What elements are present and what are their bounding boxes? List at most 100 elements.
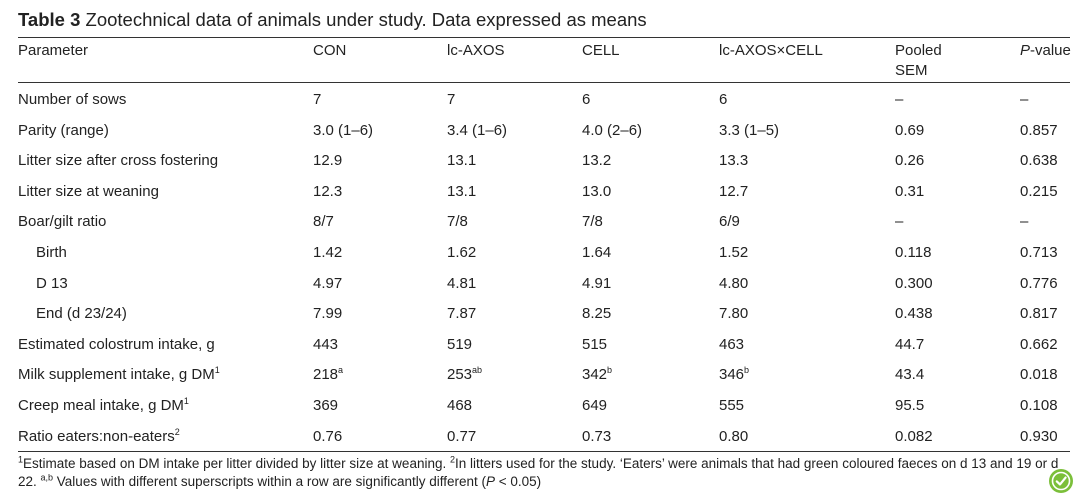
axos-cell-value: 468 bbox=[447, 397, 473, 414]
cell-cell: 7/8 bbox=[582, 212, 603, 231]
axos-cell: 3.4 (1–6) bbox=[447, 121, 507, 140]
p-value-cell-value: 0.857 bbox=[1020, 122, 1058, 139]
con-cell-value: 1.42 bbox=[313, 244, 343, 261]
axoscell-cell-value: 12.7 bbox=[719, 183, 749, 200]
con-cell-value: 0.76 bbox=[313, 428, 343, 445]
pooled-sem-cell: 0.26 bbox=[895, 151, 924, 170]
cell-cell: 8.25 bbox=[582, 304, 611, 323]
pooled-sem-cell: 0.69 bbox=[895, 121, 924, 140]
p-value-cell-value: 0.713 bbox=[1020, 244, 1058, 261]
header-parameter: Parameter bbox=[18, 42, 89, 59]
axos-cell-value: 3.4 (1–6) bbox=[447, 122, 508, 139]
axos-cell: 13.1 bbox=[447, 151, 476, 170]
pooled-sem-cell: – bbox=[895, 90, 903, 109]
axos-cell: 253ab bbox=[447, 365, 482, 384]
axoscell-cell-value: 0.80 bbox=[719, 428, 749, 445]
pooled-sem-cell-value: 0.082 bbox=[895, 428, 933, 445]
axoscell-cell-value: 6/9 bbox=[719, 213, 740, 230]
pooled-sem-cell-value: 0.26 bbox=[895, 152, 925, 169]
p-value-cell-value: 0.215 bbox=[1020, 183, 1058, 200]
cell-cell-value: 515 bbox=[582, 336, 608, 353]
top-rule bbox=[18, 37, 1070, 38]
header-sem-line2: SEM bbox=[895, 62, 928, 79]
parameter-cell-value: Estimated colostrum intake, g bbox=[18, 336, 215, 353]
parameter-cell: Boar/gilt ratio bbox=[18, 212, 106, 231]
cell-cell-value: 13.0 bbox=[582, 183, 612, 200]
pooled-sem-cell-value: 0.31 bbox=[895, 183, 925, 200]
p-value-cell-value: 0.817 bbox=[1020, 305, 1058, 322]
footnote-part-3: Values with different superscripts withi… bbox=[53, 474, 486, 489]
cell-cell: 13.0 bbox=[582, 182, 611, 201]
cell-cell-value: 0.73 bbox=[582, 428, 612, 445]
pooled-sem-cell: 0.31 bbox=[895, 182, 924, 201]
parameter-cell-superscript: 2 bbox=[174, 427, 180, 437]
parameter-cell: Estimated colostrum intake, g bbox=[18, 335, 215, 354]
p-value-cell-value: – bbox=[1020, 91, 1029, 108]
axoscell-cell-value: 13.3 bbox=[719, 152, 749, 169]
con-cell: 1.42 bbox=[313, 243, 342, 262]
parameter-cell: Milk supplement intake, g DM1 bbox=[18, 365, 220, 384]
footnote-sup-2: 2 bbox=[449, 454, 455, 465]
parameter-cell: End (d 23/24) bbox=[36, 304, 127, 323]
axoscell-cell-value: 7.80 bbox=[719, 305, 749, 322]
axos-cell-value: 7/8 bbox=[447, 213, 468, 230]
cell-cell-value: 1.64 bbox=[582, 244, 612, 261]
p-value-cell: 0.930 bbox=[1020, 427, 1058, 446]
header-p-letter: P bbox=[1020, 42, 1031, 59]
header-sem-line1: Pooled bbox=[895, 42, 942, 59]
axos-cell: 519 bbox=[447, 335, 472, 354]
axoscell-cell: 346b bbox=[719, 365, 749, 384]
axoscell-cell-value: 1.52 bbox=[719, 244, 749, 261]
axoscell-cell-value: 6 bbox=[719, 91, 728, 108]
p-value-cell-value: 0.108 bbox=[1020, 397, 1058, 414]
pooled-sem-cell: – bbox=[895, 212, 903, 231]
pooled-sem-cell: 44.7 bbox=[895, 335, 924, 354]
con-cell-value: 218 bbox=[313, 366, 339, 383]
p-value-cell: 0.817 bbox=[1020, 304, 1058, 323]
parameter-cell: Parity (range) bbox=[18, 121, 109, 140]
cell-cell-value: 13.2 bbox=[582, 152, 612, 169]
con-cell: 218a bbox=[313, 365, 343, 384]
con-cell: 0.76 bbox=[313, 427, 342, 446]
axos-cell: 13.1 bbox=[447, 182, 476, 201]
con-cell-value: 443 bbox=[313, 336, 339, 353]
axoscell-cell: 7.80 bbox=[719, 304, 748, 323]
p-value-cell: 0.713 bbox=[1020, 243, 1058, 262]
footnote-part-4: < 0.05) bbox=[495, 474, 542, 489]
p-value-cell-value: 0.018 bbox=[1020, 366, 1058, 383]
parameter-cell-superscript: 1 bbox=[183, 396, 189, 406]
parameter-cell: Number of sows bbox=[18, 90, 126, 109]
table-footnote: 1Estimate based on DM intake per litter … bbox=[18, 455, 1068, 491]
pooled-sem-cell: 0.300 bbox=[895, 274, 933, 293]
cell-cell: 649 bbox=[582, 396, 607, 415]
p-value-cell-value: 0.930 bbox=[1020, 428, 1058, 445]
header-cell: CELL bbox=[582, 42, 620, 59]
p-value-cell-value: 0.638 bbox=[1020, 152, 1058, 169]
con-cell-value: 8/7 bbox=[313, 213, 334, 230]
header-axos: lc-AXOS bbox=[447, 42, 505, 59]
table-caption: Zootechnical data of animals under study… bbox=[85, 9, 647, 30]
axos-cell-value: 7 bbox=[447, 91, 456, 108]
axos-cell: 7.87 bbox=[447, 304, 476, 323]
pooled-sem-cell: 0.082 bbox=[895, 427, 933, 446]
cell-cell: 4.0 (2–6) bbox=[582, 121, 642, 140]
con-cell: 4.97 bbox=[313, 274, 342, 293]
parameter-cell: Birth bbox=[36, 243, 67, 262]
parameter-cell: Creep meal intake, g DM1 bbox=[18, 396, 189, 415]
pooled-sem-cell-value: 0.438 bbox=[895, 305, 933, 322]
con-cell: 7 bbox=[313, 90, 321, 109]
axoscell-cell: 4.80 bbox=[719, 274, 748, 293]
footnote-sup-1: 1 bbox=[18, 454, 24, 465]
cell-cell: 515 bbox=[582, 335, 607, 354]
pooled-sem-cell-value: – bbox=[895, 213, 904, 230]
cell-cell: 342b bbox=[582, 365, 612, 384]
cell-cell-value: 7/8 bbox=[582, 213, 603, 230]
axoscell-cell-value: 3.3 (1–5) bbox=[719, 122, 780, 139]
cell-cell-value: 4.91 bbox=[582, 275, 612, 292]
p-value-cell: – bbox=[1020, 212, 1028, 231]
pooled-sem-cell: 43.4 bbox=[895, 365, 924, 384]
header-pooled-sem: Pooled SEM bbox=[895, 41, 965, 81]
pooled-sem-cell-value: 0.69 bbox=[895, 122, 925, 139]
con-cell-superscript: a bbox=[338, 365, 344, 375]
parameter-cell-value: D 13 bbox=[36, 275, 68, 292]
